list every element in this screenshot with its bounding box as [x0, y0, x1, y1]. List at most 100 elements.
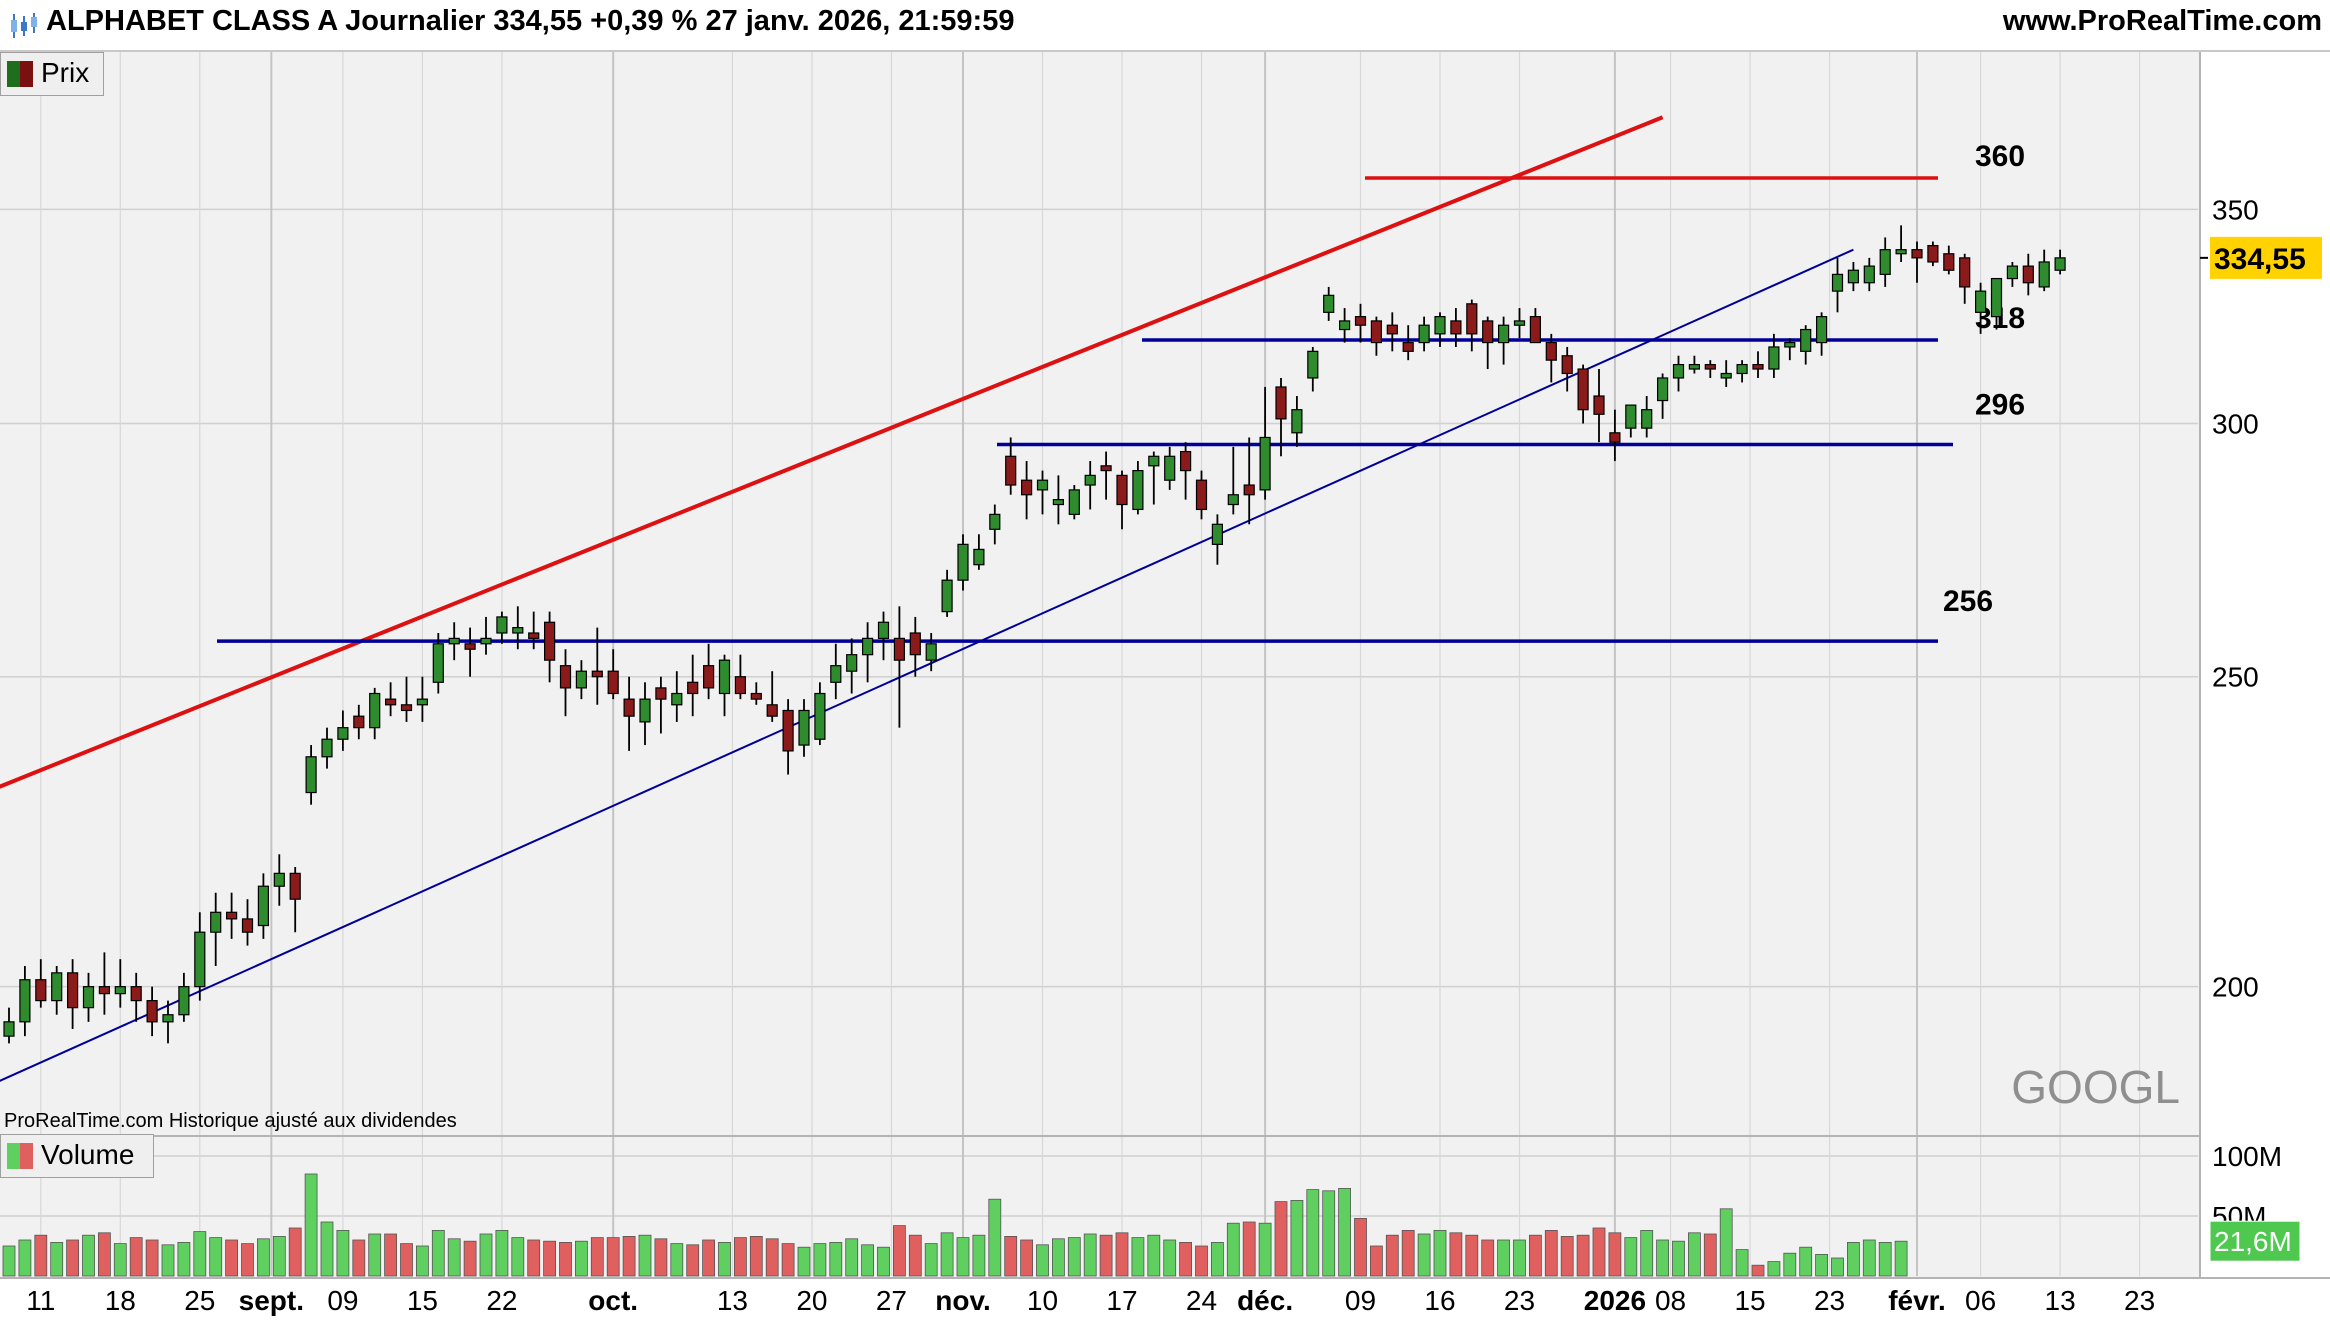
candle-body — [353, 715, 365, 729]
volume-bar — [1608, 1232, 1622, 1277]
volume-bar — [129, 1237, 143, 1277]
candle-body — [1291, 409, 1303, 434]
candle — [798, 699, 810, 757]
volume-bar — [893, 1225, 906, 1277]
volume-bar — [193, 1231, 207, 1277]
volume-bar — [384, 1233, 398, 1277]
volume-bar — [1656, 1239, 1669, 1277]
volume-bar — [1894, 1240, 1908, 1277]
volume-bar — [1179, 1242, 1192, 1277]
volume-bar — [749, 1236, 763, 1277]
candle — [766, 671, 778, 722]
volume-bar — [765, 1238, 779, 1277]
candle — [1354, 303, 1367, 343]
volume-bar — [447, 1238, 461, 1277]
candle — [226, 892, 238, 939]
volume-bar — [352, 1239, 366, 1277]
candle-body — [798, 709, 810, 746]
candle — [1609, 409, 1621, 462]
candle — [369, 687, 381, 740]
candle — [1482, 316, 1494, 370]
chart-header: ALPHABET CLASS A Journalier 334,55 +0,39… — [0, 0, 2330, 52]
candle — [528, 611, 540, 650]
candle — [400, 676, 413, 722]
x-tick-label: 13 — [717, 1285, 748, 1316]
x-tick-label: 23 — [2124, 1285, 2155, 1316]
candle — [3, 1007, 15, 1044]
volume-bar — [256, 1238, 270, 1277]
price-legend-label: Prix — [41, 57, 90, 88]
volume-bar — [1449, 1232, 1463, 1277]
volume-bar — [431, 1230, 445, 1277]
candle — [1100, 451, 1112, 500]
volume-bar — [209, 1237, 223, 1277]
candle — [718, 654, 731, 717]
candle — [1466, 299, 1478, 352]
candle — [1323, 286, 1335, 321]
candle-body — [639, 698, 651, 723]
volume-bar — [1306, 1189, 1320, 1277]
last-volume-label: 21,6M — [2214, 1226, 2292, 1257]
x-tick-label: 18 — [105, 1285, 136, 1316]
x-axis-labels: 11 18 25 sept. 09 15 22 oct. 13 20 27 nov. 10 17 24 déc… — [26, 1285, 2155, 1316]
volume-bar — [670, 1243, 684, 1277]
volume-bar — [1592, 1227, 1606, 1277]
price-tick-label: 200 — [2212, 972, 2259, 1003]
blue-channel-line — [0, 248, 1854, 1082]
candle-body — [1052, 499, 1065, 506]
candle-body — [607, 670, 619, 695]
x-tick-label: 08 — [1655, 1285, 1686, 1316]
volume-bar — [113, 1243, 127, 1277]
candle-body — [273, 872, 285, 887]
x-tick-label: 23 — [1504, 1285, 1535, 1316]
candle — [1752, 351, 1764, 378]
candles-logo-icon — [11, 13, 37, 38]
candle — [1959, 253, 1971, 304]
candle-body — [1466, 303, 1478, 335]
volume-bar — [575, 1240, 588, 1277]
volume-bar — [66, 1239, 79, 1277]
volume-bar — [1147, 1234, 1161, 1277]
x-tick-label: oct. — [588, 1285, 638, 1316]
candle — [289, 866, 301, 933]
candle-body — [1068, 489, 1080, 515]
candle-body — [1513, 320, 1526, 326]
volume-legend[interactable]: Volume — [0, 1134, 154, 1178]
x-tick-label: 16 — [1424, 1285, 1455, 1316]
x-tick-label: sept. — [239, 1285, 304, 1316]
candle-body — [1577, 368, 1589, 411]
candle — [1338, 308, 1351, 343]
candle-body — [1450, 320, 1462, 335]
candle-body — [973, 548, 985, 566]
candle-body — [51, 972, 63, 1002]
x-tick-label: 13 — [2045, 1285, 2076, 1316]
x-tick-label: 27 — [876, 1285, 907, 1316]
candle-body — [369, 692, 381, 729]
candle-body — [448, 637, 460, 645]
chart-title: ALPHABET CLASS A Journalier 334,55 +0,39… — [46, 5, 1015, 37]
candle-body — [35, 979, 47, 1002]
candle — [178, 972, 190, 1022]
candle-body — [400, 704, 413, 712]
candle — [1672, 355, 1685, 392]
candle-body — [909, 632, 921, 656]
volume-bar — [1703, 1233, 1717, 1277]
volume-bar — [1847, 1242, 1860, 1277]
volume-bar — [877, 1246, 890, 1277]
volume-bar — [1513, 1239, 1526, 1277]
candle — [1529, 308, 1542, 344]
candle — [432, 632, 444, 694]
candle-body — [1927, 244, 1939, 263]
candle — [480, 616, 492, 655]
candle-body — [1672, 363, 1685, 379]
candle — [114, 959, 126, 1008]
candle — [98, 952, 111, 1015]
candle — [416, 676, 428, 722]
volume-bar — [1211, 1242, 1224, 1277]
candle — [1116, 470, 1128, 530]
candle-body — [750, 692, 762, 700]
site-link[interactable]: www.ProRealTime.com — [2002, 5, 2322, 37]
price-legend[interactable]: Prix — [0, 52, 104, 96]
candle — [1720, 360, 1732, 387]
